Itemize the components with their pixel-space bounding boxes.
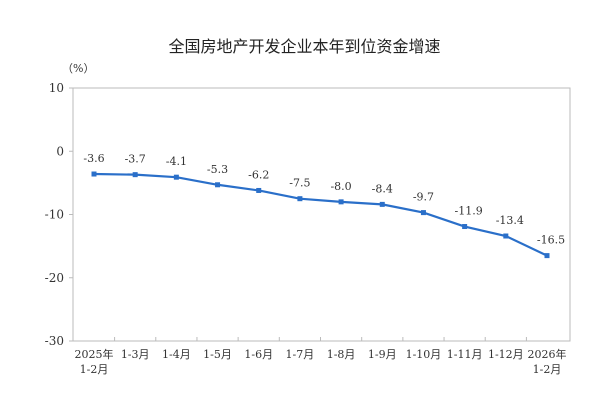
data-label: -3.6 — [83, 152, 104, 165]
x-tick-label: 1-7月 — [286, 348, 315, 361]
data-label: -5.3 — [207, 163, 228, 176]
x-tick-label: 1-11月 — [447, 348, 483, 361]
data-label: -13.4 — [496, 214, 524, 227]
y-tick-label: 0 — [56, 144, 64, 158]
x-tick-label: 1-6月 — [244, 348, 273, 361]
data-label: -3.7 — [125, 153, 146, 166]
data-point — [544, 253, 550, 259]
data-label: -4.1 — [166, 155, 187, 168]
x-tick-label: 1-10月 — [406, 348, 442, 361]
data-label: -9.7 — [413, 191, 434, 204]
x-tick-label: 1-3月 — [121, 348, 150, 361]
data-point — [338, 199, 344, 205]
x-tick-label: 1-2月 — [533, 363, 562, 376]
x-tick-label: 2025年 — [75, 347, 114, 361]
chart-title: 全国房地产开发企业本年到位资金增速 — [168, 37, 441, 56]
data-point — [379, 201, 385, 207]
x-tick-label: 1-4月 — [162, 348, 191, 361]
data-point — [91, 171, 97, 177]
series-line — [93, 172, 548, 257]
data-label: -7.5 — [289, 177, 310, 190]
x-tick-label: 1-12月 — [488, 348, 524, 361]
data-point — [215, 182, 221, 188]
data-point — [256, 187, 262, 193]
data-label: -6.2 — [248, 168, 269, 181]
x-tick-label: 1-8月 — [327, 348, 356, 361]
y-tick-label: -20 — [45, 271, 64, 285]
data-label: -8.0 — [330, 180, 351, 193]
x-tick-label: 2026年 — [528, 347, 567, 361]
data-point — [420, 210, 426, 216]
x-tick-label: 1-2月 — [80, 363, 109, 376]
y-tick-label: -10 — [45, 208, 64, 222]
data-label: -8.4 — [372, 182, 393, 195]
data-point — [173, 174, 179, 180]
data-point — [462, 224, 468, 230]
y-tick-label: -30 — [45, 334, 64, 348]
data-point — [503, 233, 509, 239]
data-point — [132, 172, 138, 178]
y-tick-label: 10 — [49, 81, 64, 95]
data-label: -11.9 — [455, 205, 483, 218]
data-point — [297, 196, 303, 202]
x-tick-label: 1-9月 — [368, 348, 397, 361]
data-label: -16.5 — [537, 234, 565, 247]
y-axis-unit: （%） — [62, 62, 94, 75]
x-tick-label: 1-5月 — [203, 348, 232, 361]
